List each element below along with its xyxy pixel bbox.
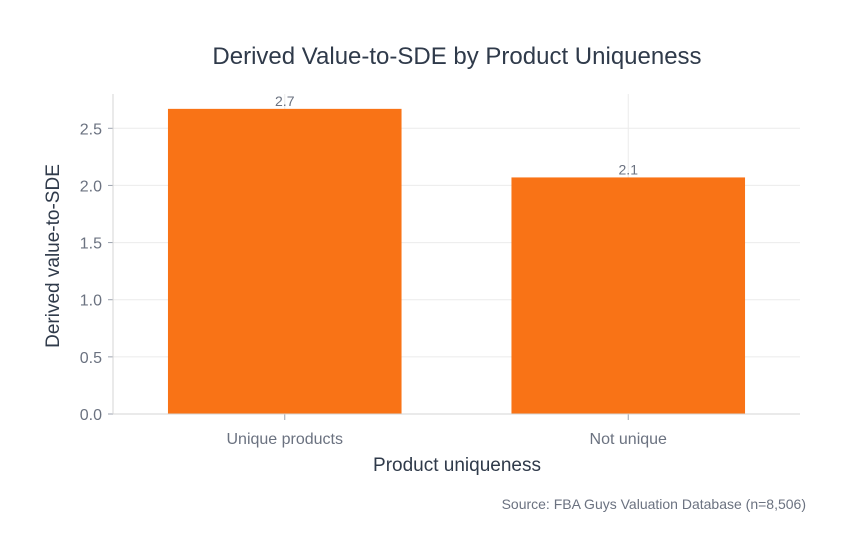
x-tick-label-0: Unique products xyxy=(226,431,343,448)
axes xyxy=(108,94,800,420)
source-note: Source: FBA Guys Valuation Database (n=8… xyxy=(502,496,806,512)
y-tick-label: 1.0 xyxy=(80,293,102,310)
y-tick-label: 0.5 xyxy=(80,350,102,367)
y-tick-label: 2.5 xyxy=(80,121,102,138)
y-tick-label: 0.0 xyxy=(80,407,102,424)
y-tick-label: 2.0 xyxy=(80,178,102,195)
data-label-1: 2.1 xyxy=(619,161,639,177)
bar-1 xyxy=(511,177,746,414)
x-axis-label: Product uniqueness xyxy=(373,455,541,476)
data-label-0: 2.7 xyxy=(275,93,295,109)
bar-0 xyxy=(167,108,402,414)
y-tick-label: 1.5 xyxy=(80,236,102,253)
labels: 0.0 0.5 1.0 1.5 2.0 2.5 2.7 Unique products 2.1 N… xyxy=(80,93,667,448)
chart-title: Derived Value-to-SDE by Product Uniquene… xyxy=(212,43,701,70)
y-axis-label: Derived value-to-SDE xyxy=(43,164,64,348)
bars xyxy=(167,108,746,414)
x-tick-label-1: Not unique xyxy=(590,431,667,448)
